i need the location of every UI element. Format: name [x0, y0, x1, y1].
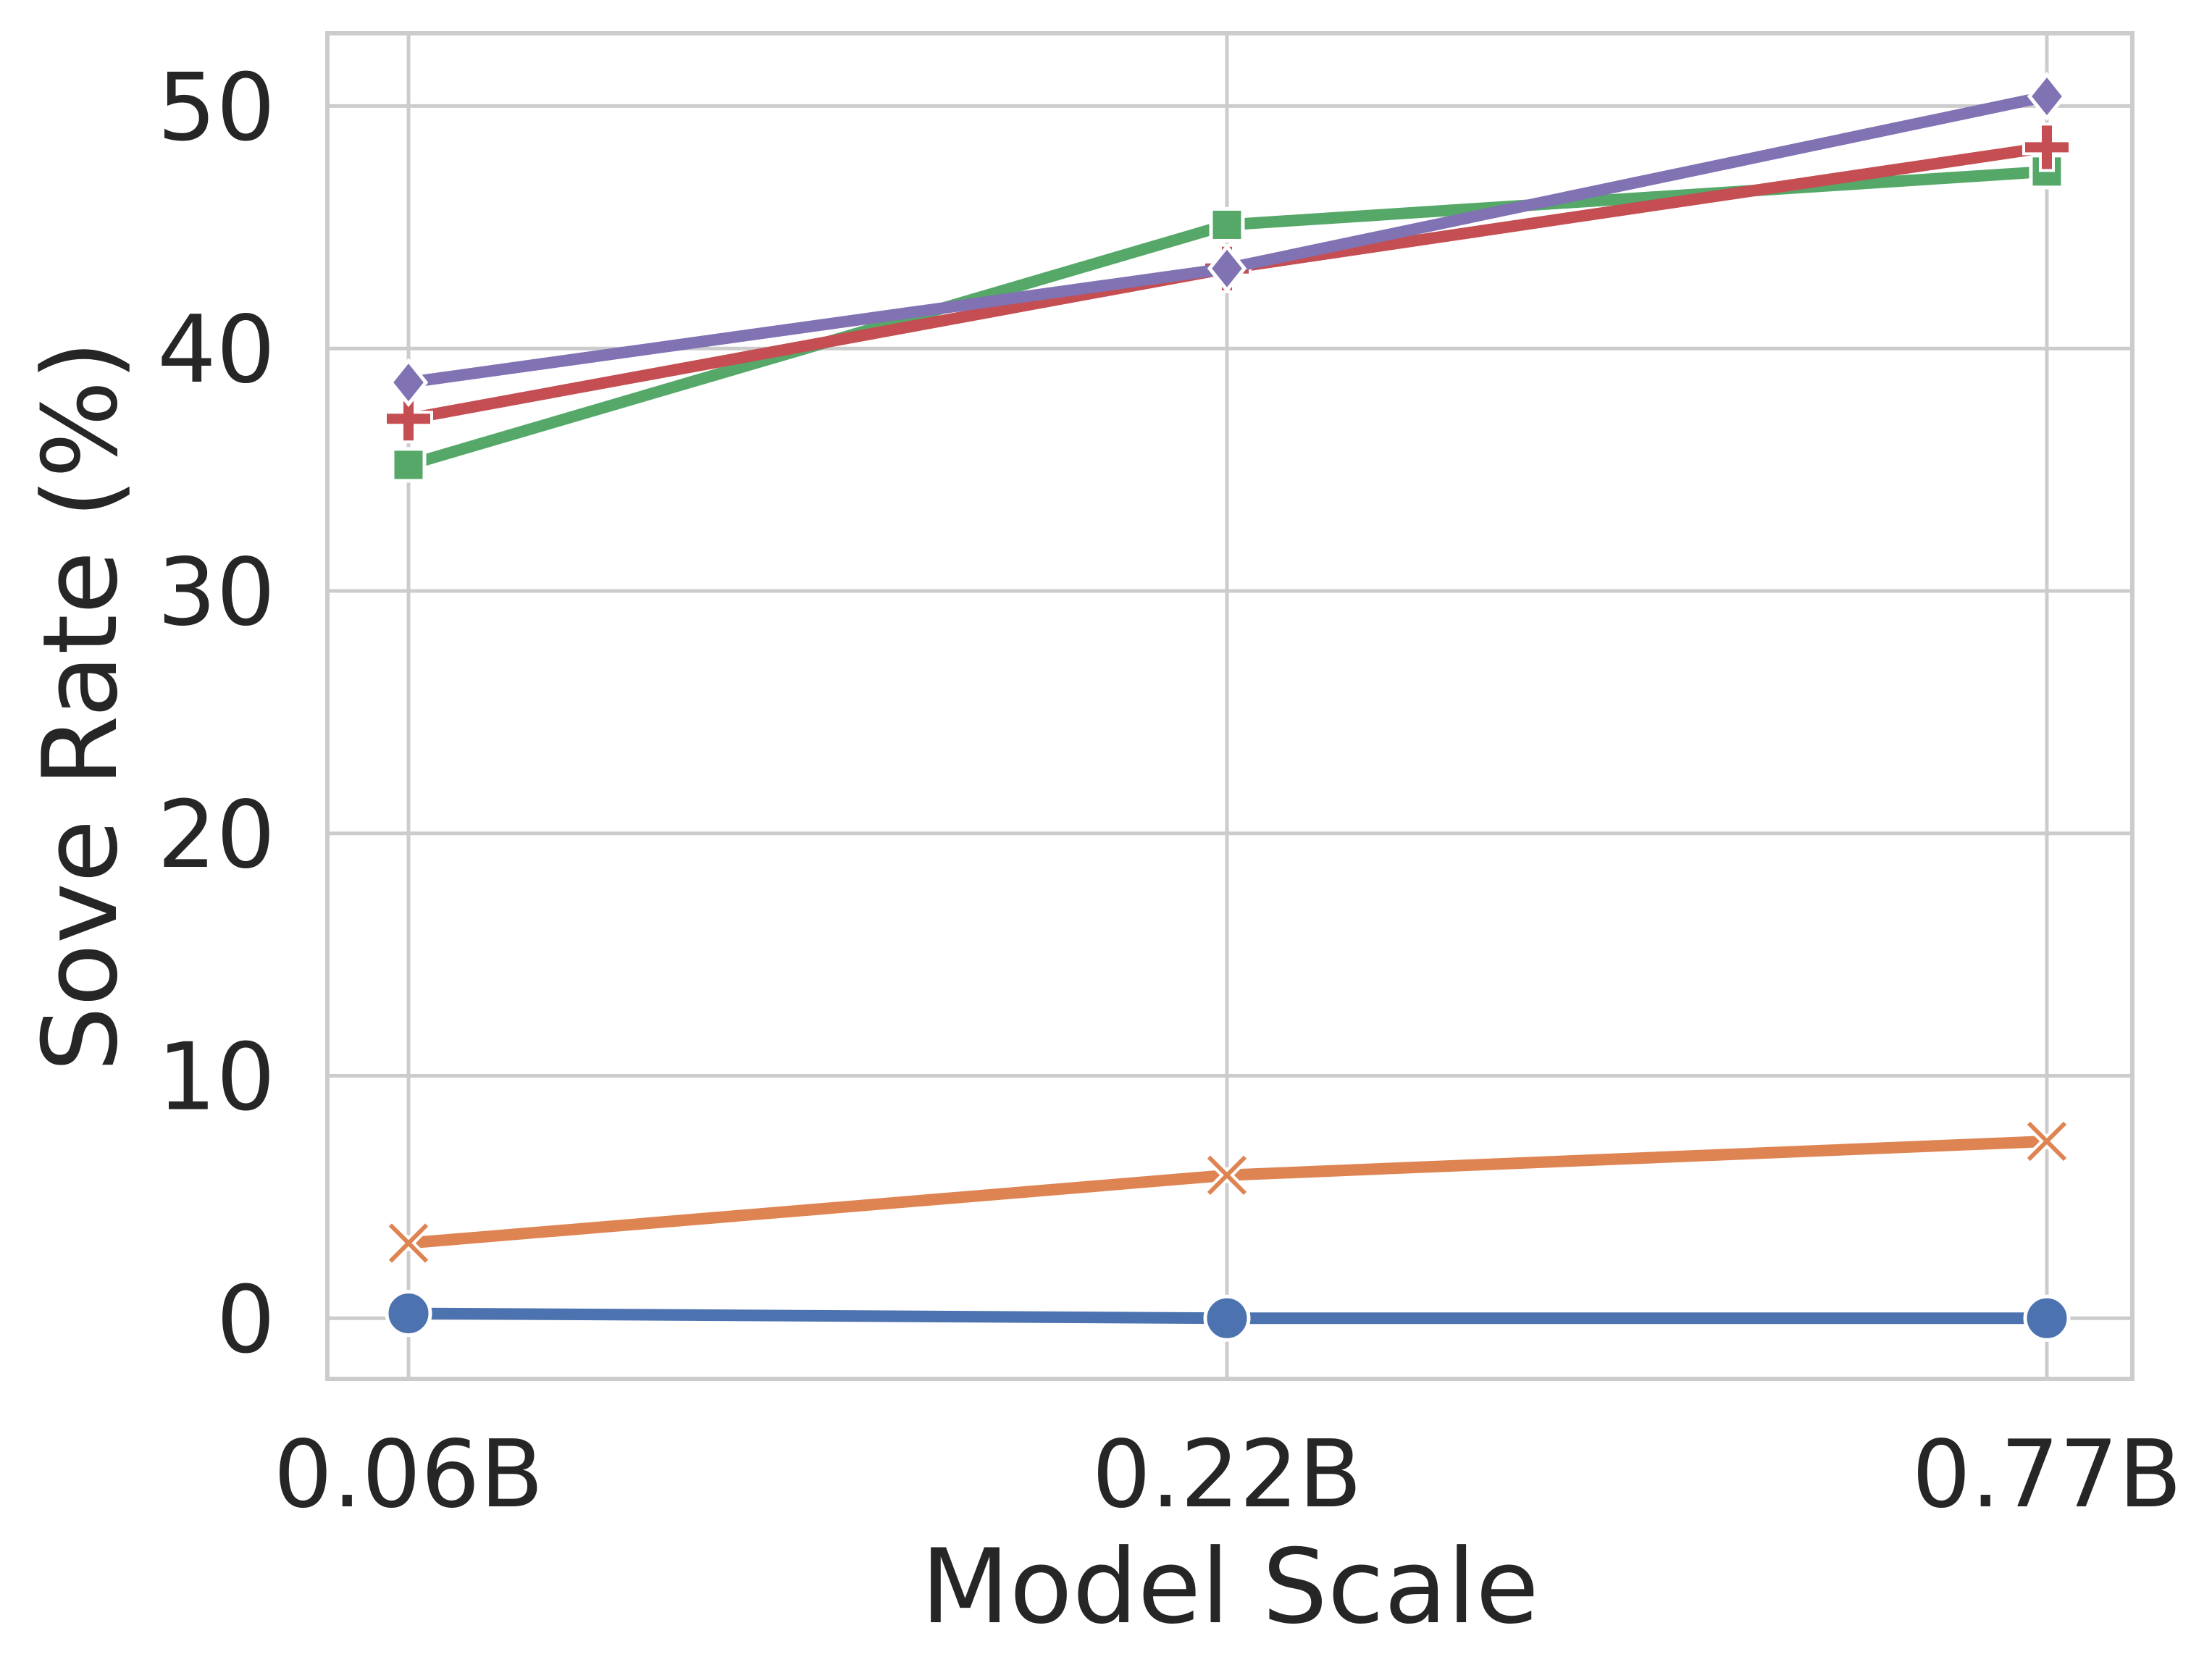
data-point — [385, 1219, 432, 1267]
x-tick-labels: 0.06B 0.22B 0.77B — [274, 1421, 2182, 1529]
data-point — [1203, 1294, 1251, 1342]
y-tick-label: 30 — [157, 539, 275, 647]
data-point — [2027, 72, 2067, 122]
y-tick-label: 20 — [157, 781, 275, 889]
y-tick-labels: 0 10 20 30 40 50 — [157, 54, 275, 1374]
data-point — [1209, 206, 1245, 243]
x-tick-label: 0.06B — [274, 1421, 544, 1529]
data-point — [385, 1290, 432, 1338]
data-point — [2022, 122, 2071, 172]
data-point — [2023, 1117, 2071, 1165]
series-5 — [388, 72, 2067, 408]
y-tick-label: 10 — [157, 1024, 275, 1132]
series-group — [384, 72, 2071, 1342]
data-point — [390, 447, 427, 483]
y-axis-title: Sove Rate (%) — [21, 340, 141, 1072]
data-point — [384, 394, 433, 444]
x-tick-label: 0.77B — [1912, 1421, 2182, 1529]
y-tick-label: 0 — [217, 1266, 275, 1374]
x-axis-title: Model Scale — [921, 1527, 1539, 1647]
data-point — [1203, 1151, 1251, 1199]
series-1 — [385, 1290, 2071, 1342]
x-tick-label: 0.22B — [1092, 1421, 1362, 1529]
y-tick-label: 50 — [157, 54, 275, 161]
data-point — [388, 358, 429, 408]
plot-frame — [325, 31, 2135, 1381]
data-point — [2023, 1294, 2071, 1342]
data-point — [1207, 243, 1247, 293]
y-tick-label: 40 — [157, 296, 275, 404]
series-2 — [385, 1117, 2071, 1267]
